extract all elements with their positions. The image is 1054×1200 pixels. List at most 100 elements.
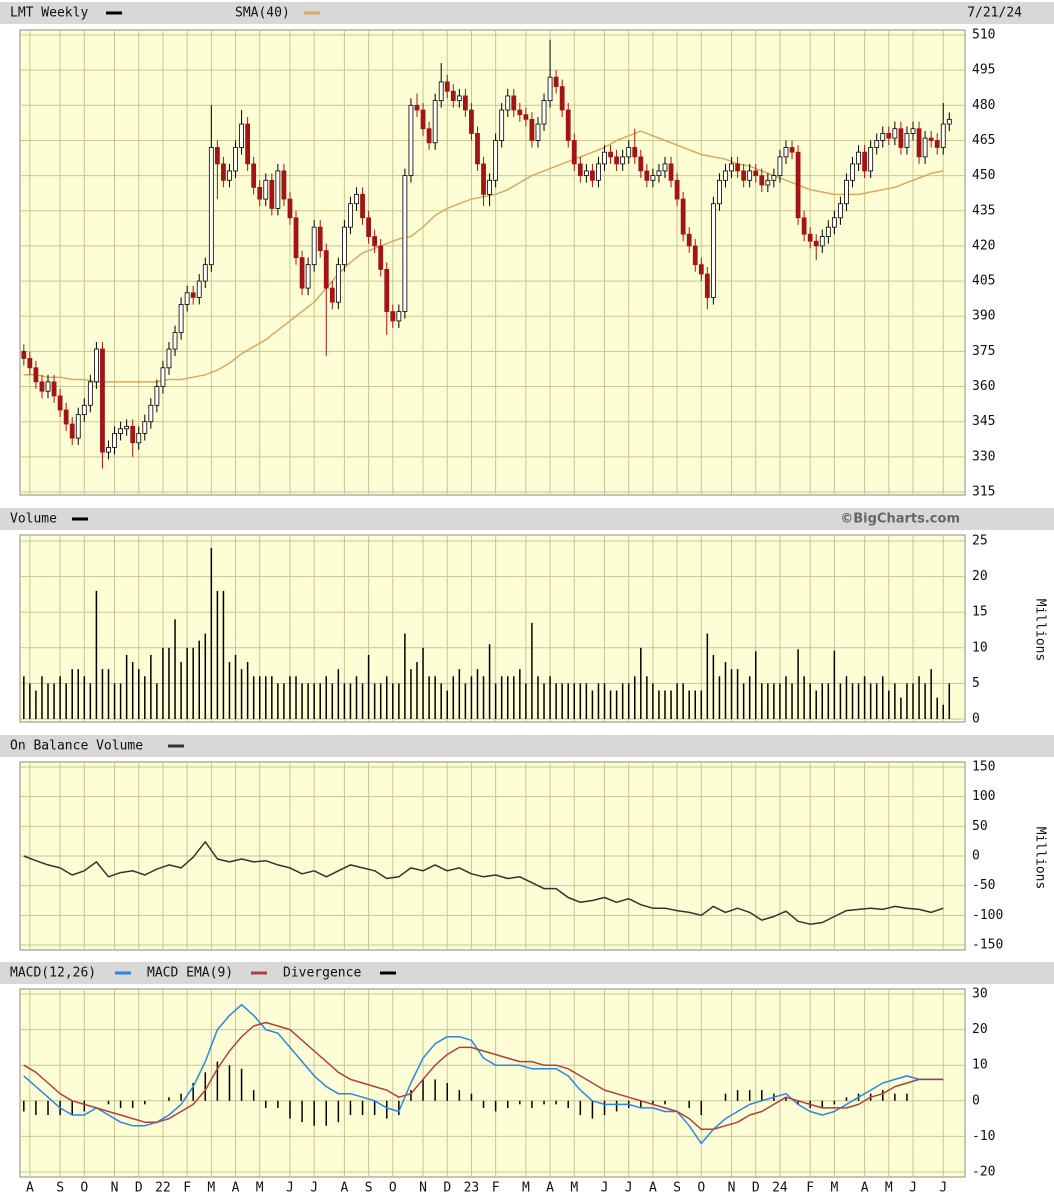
candle-body (789, 147, 795, 153)
candle-body (94, 348, 99, 383)
candle-body (21, 350, 27, 359)
candle-body (305, 264, 311, 289)
plot-area (19, 988, 966, 1178)
x-tick-label: M (570, 1181, 578, 1196)
candle-body (142, 421, 148, 434)
y-tick-label: 315 (972, 485, 995, 500)
y-tick-label: 390 (972, 309, 995, 324)
candle-body (753, 170, 759, 177)
candle-body (638, 156, 644, 172)
y-tick-label: 465 (972, 133, 995, 148)
candle-body (317, 226, 323, 252)
x-tick-label: F (806, 1181, 814, 1196)
candle-body (844, 179, 849, 205)
x-tick-label: N (111, 1181, 119, 1196)
y-tick-label: 0 (972, 712, 980, 727)
candle-body (698, 264, 704, 275)
candle-body (850, 163, 855, 181)
candle-body (214, 147, 220, 165)
candle-body (233, 147, 238, 172)
candle-body (565, 109, 571, 141)
y-axis-label: Millions (1033, 827, 1048, 890)
plot-area (19, 29, 966, 496)
candle-body (614, 156, 620, 165)
candle-body (632, 147, 638, 158)
candle-body (602, 151, 607, 165)
y-tick-label: 50 (972, 819, 988, 834)
x-tick-label: O (389, 1181, 397, 1196)
candle-body (692, 245, 698, 266)
candle-body (571, 140, 577, 165)
legend-label: MACD(12,26) (10, 966, 96, 981)
candle-body (946, 118, 952, 125)
candle-body (396, 311, 402, 322)
candle-body (69, 423, 75, 439)
x-tick-label: A (861, 1181, 869, 1196)
candle-body (686, 233, 692, 247)
x-tick-label: M (522, 1181, 530, 1196)
candle-body (596, 163, 601, 181)
x-tick-label: F (492, 1181, 500, 1196)
candle-body (487, 179, 492, 195)
candle-body (378, 245, 384, 270)
candle-body (511, 95, 517, 111)
candle-body (81, 404, 87, 416)
candle-body (838, 203, 843, 219)
y-tick-label: 10 (972, 640, 988, 655)
legend-label: Divergence (283, 966, 361, 981)
candle-body (45, 381, 51, 392)
y-tick-label: 375 (972, 344, 995, 359)
candle-body (590, 170, 595, 181)
y-tick-label: 480 (972, 98, 995, 113)
candle-body (813, 240, 819, 247)
y-tick-label: 345 (972, 414, 995, 429)
candle-body (880, 133, 886, 141)
candle-body (577, 163, 583, 177)
candle-body (729, 163, 734, 172)
x-tick-label: S (673, 1181, 681, 1196)
candle-body (469, 109, 474, 134)
series-line (23, 841, 944, 925)
candle-body (831, 217, 837, 228)
x-tick-label: J (939, 1181, 947, 1196)
y-tick-label: 20 (972, 569, 988, 584)
candle-body (934, 140, 940, 148)
candle-body (499, 109, 505, 141)
candle-body (323, 250, 329, 289)
candle-body (819, 236, 825, 247)
candle-body (674, 179, 680, 200)
candle-body (414, 104, 420, 111)
candle-body (650, 175, 656, 181)
candle-body (426, 128, 432, 144)
candle-body (710, 203, 716, 298)
x-tick-label: J (601, 1181, 609, 1196)
x-tick-label: A (340, 1181, 348, 1196)
candle-body (208, 147, 214, 266)
y-tick-label: 30 (972, 987, 988, 1002)
candle-body (106, 447, 111, 453)
candle-body (112, 433, 117, 448)
legend-label: SMA(40) (235, 6, 290, 21)
candle-body (747, 170, 753, 181)
candle-body (868, 147, 874, 172)
legend-label: On Balance Volume (10, 739, 143, 754)
candle-body (807, 233, 813, 242)
candle-body (783, 147, 789, 158)
candle-body (245, 123, 251, 165)
y-tick-label: -10 (972, 1129, 995, 1144)
candle-body (136, 433, 142, 444)
candle-body (160, 367, 166, 387)
x-tick-label: 24 (772, 1181, 788, 1196)
candle-body (517, 109, 523, 116)
candle-body (184, 292, 190, 305)
x-tick-label: 23 (464, 1181, 480, 1196)
y-tick-label: 100 (972, 789, 995, 804)
candle-body (644, 170, 650, 181)
candle-body (547, 76, 553, 102)
x-tick-label: J (909, 1181, 917, 1196)
x-tick-label: O (697, 1181, 705, 1196)
candle-body (553, 76, 559, 87)
candle-body (257, 186, 263, 200)
candle-body (366, 217, 372, 237)
